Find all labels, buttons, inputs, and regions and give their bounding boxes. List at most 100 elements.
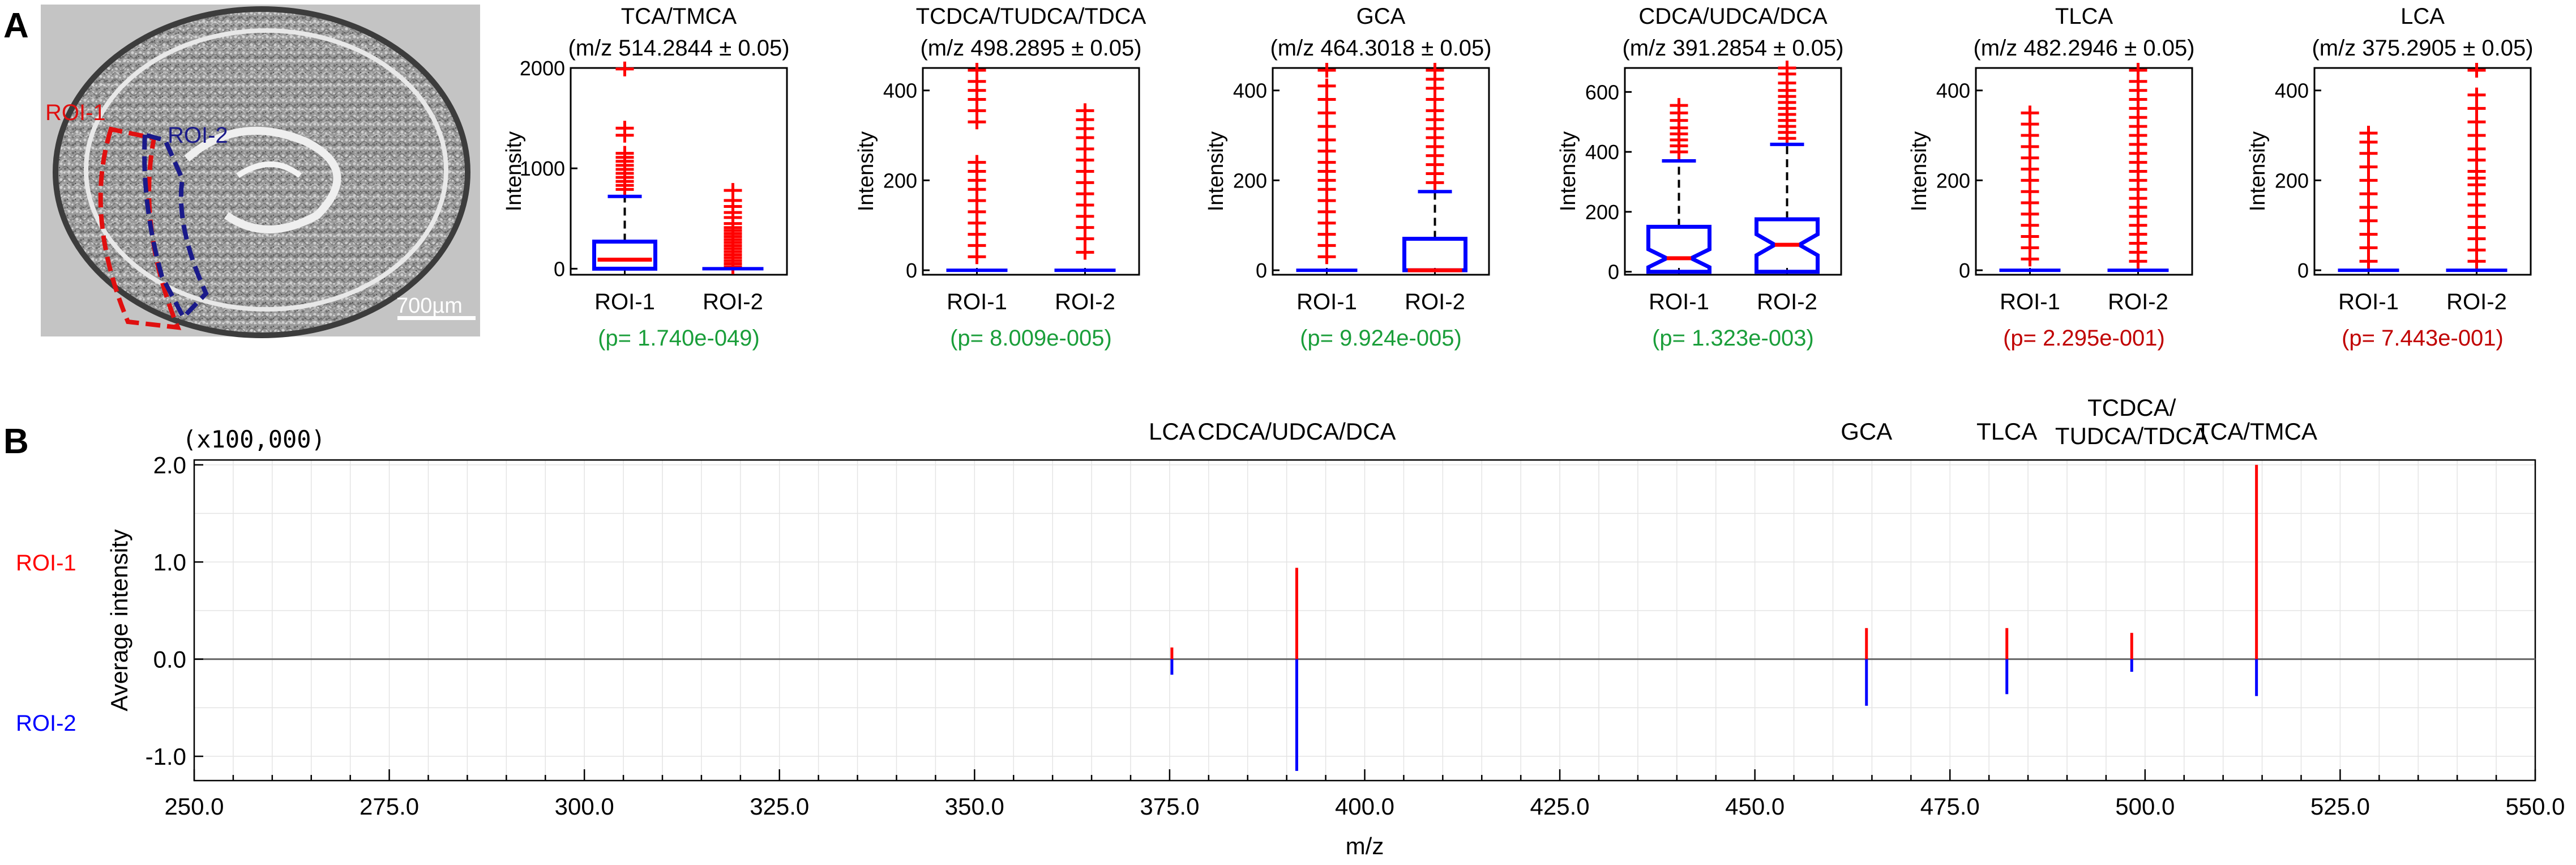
peak-lca: LCA (1149, 418, 1195, 675)
scale-bar-label: 700µm (396, 294, 463, 318)
y-tick-label: 0 (554, 257, 565, 280)
x-tick-label: ROI-2 (1405, 289, 1465, 314)
boxplot-subtitle: (m/z 375.2905 ± 0.05) (2312, 36, 2533, 61)
y-tick-label: 0.0 (153, 646, 186, 673)
outlier-marker (2359, 240, 2378, 255)
boxplot-3: GCA (m/z 464.3018 ± 0.05) 0 200 400 Intensity… (1204, 4, 1492, 351)
y-tick-label: 600 (1585, 80, 1619, 104)
box-roi-1 (592, 61, 657, 271)
outlier-marker (1076, 245, 1094, 260)
boxplot-4: CDCA/UDCA/DCA (m/z 391.2854 ± 0.05) 0 200 40… (1556, 4, 1844, 351)
outlier-marker (1670, 98, 1688, 113)
y-tick-label: 2000 (520, 57, 565, 80)
peak-label: TLCA (1976, 418, 2037, 445)
scale-bar (397, 316, 476, 320)
y-axis-label: Average intensity (106, 529, 132, 711)
y-tick-label: 200 (883, 169, 917, 192)
outlier-marker (2467, 101, 2486, 116)
outlier-marker (2359, 213, 2378, 228)
peak-cdca-udca-dca: CDCA/UDCA/DCA (1197, 418, 1396, 771)
y-tick-label: 400 (1585, 140, 1619, 164)
roi-2-label: ROI-2 (168, 123, 228, 148)
x-tick-label: ROI-2 (1757, 289, 1817, 314)
box-roi-1 (946, 62, 1008, 272)
boxplot-subtitle: (m/z 514.2844 ± 0.05) (568, 36, 789, 61)
outlier-marker (615, 121, 634, 136)
boxplot-panels: TCA/TMCA(m/z 514.2844 ± 0.05)010002000In… (502, 4, 2534, 351)
boxplot-subtitle: (m/z 482.2946 ± 0.05) (1973, 36, 2194, 61)
x-tick-label: ROI-2 (2108, 289, 2168, 314)
outlier-marker (2467, 87, 2486, 103)
boxplot-title: GCA (1357, 4, 1406, 29)
boxplot-title: TCDCA/TUDCA/TDCA (916, 4, 1146, 29)
x-tick-label: ROI-1 (1649, 289, 1709, 314)
lumen-fold (184, 126, 341, 233)
outlier-marker (1317, 105, 1336, 121)
roi-2-outline (142, 131, 209, 321)
outlier-marker (615, 61, 634, 76)
p-value: (p= 8.009e-005) (950, 326, 1112, 351)
x-tick-label: 525.0 (2310, 793, 2370, 820)
outlier-marker (2359, 186, 2378, 202)
outlier-marker (2467, 62, 2486, 78)
y-axis-label: Intensity (502, 131, 526, 212)
peak-label: GCA (1841, 418, 1892, 445)
boxplot-1: TCA/TMCA (m/z 514.2844 ± 0.05) 0 1000 2000 In… (502, 4, 790, 351)
x-tick-label: 250.0 (164, 793, 224, 820)
box-roi-2 (1755, 61, 1820, 274)
x-tick-label: ROI-2 (703, 289, 763, 314)
x-tick-label: 500.0 (2115, 793, 2175, 820)
x-tick-label: ROI-1 (1296, 289, 1357, 314)
y-axis-label: Intensity (854, 131, 878, 212)
mirror-spectrum-panel: 250.0 275.0 300.0 325.0 350.0 375.0 400.0 425.0… (16, 394, 2565, 859)
x-tick-label: ROI-1 (947, 289, 1007, 314)
tissue-outer-ring (53, 6, 470, 338)
y-axis-label: Intensity (1907, 131, 1931, 212)
x-tick-label: 475.0 (1920, 793, 1980, 820)
y-axis-label: Intensity (1204, 131, 1228, 212)
y-tick-label: 0 (906, 259, 917, 282)
x-tick-label: ROI-1 (2338, 289, 2399, 314)
box-roi-2 (1054, 103, 1116, 272)
peak-tca-tmca: TCA/TMCA (2196, 418, 2317, 696)
y-tick-label: 0 (2297, 259, 2309, 282)
x-tick-label: 375.0 (1140, 793, 1199, 820)
lumen-fold-2 (236, 161, 302, 178)
outlier-marker (2359, 199, 2378, 215)
panel-label-b: B (3, 422, 29, 461)
outlier-marker (2359, 126, 2378, 141)
outlier-marker (2359, 227, 2378, 242)
y-tick-label: 200 (1936, 169, 1970, 192)
x-tick-label: 300.0 (555, 793, 614, 820)
outlier-marker (1317, 62, 1336, 78)
y-tick-label: 1.0 (153, 549, 186, 576)
boxplot-title: TLCA (2055, 4, 2113, 29)
boxplot-title: TCA/TMCA (621, 4, 737, 29)
y-tick-label: 200 (1585, 201, 1619, 224)
y-tick-label: 400 (2275, 79, 2309, 103)
box-roi-1 (1646, 98, 1711, 274)
peak-label: LCA (1149, 418, 1195, 445)
peak-tcdca-tudca-tdca: TCDCA/TUDCA/TDCA (2055, 394, 2209, 672)
outlier-marker (1317, 92, 1336, 107)
plot-frame (922, 67, 1140, 276)
x-tick-label: 450.0 (1725, 793, 1785, 820)
roi-1-outline (98, 126, 182, 330)
legend-roi-1: ROI-1 (16, 551, 76, 576)
x-tick-label: ROI-2 (2446, 289, 2507, 314)
boxplot-title: LCA (2400, 4, 2445, 29)
boxplot-6: LCA (m/z 375.2905 ± 0.05) 0 200 400 Intensity… (2246, 4, 2534, 351)
x-tick-label: ROI-2 (1055, 289, 1115, 314)
x-tick-label: ROI-1 (594, 289, 655, 314)
box-body (1646, 224, 1711, 274)
x-axis-label: m/z (1346, 833, 1384, 859)
outlier-marker (968, 155, 986, 170)
tissue-inner-ring (84, 28, 448, 312)
p-value: (p= 1.740e-049) (598, 326, 760, 351)
box-body (1402, 237, 1467, 272)
boxplot-title: CDCA/UDCA/DCA (1638, 4, 1828, 29)
roi-1-label: ROI-1 (45, 100, 106, 125)
box-roi-2 (2107, 62, 2169, 272)
outlier-marker (2467, 141, 2486, 156)
